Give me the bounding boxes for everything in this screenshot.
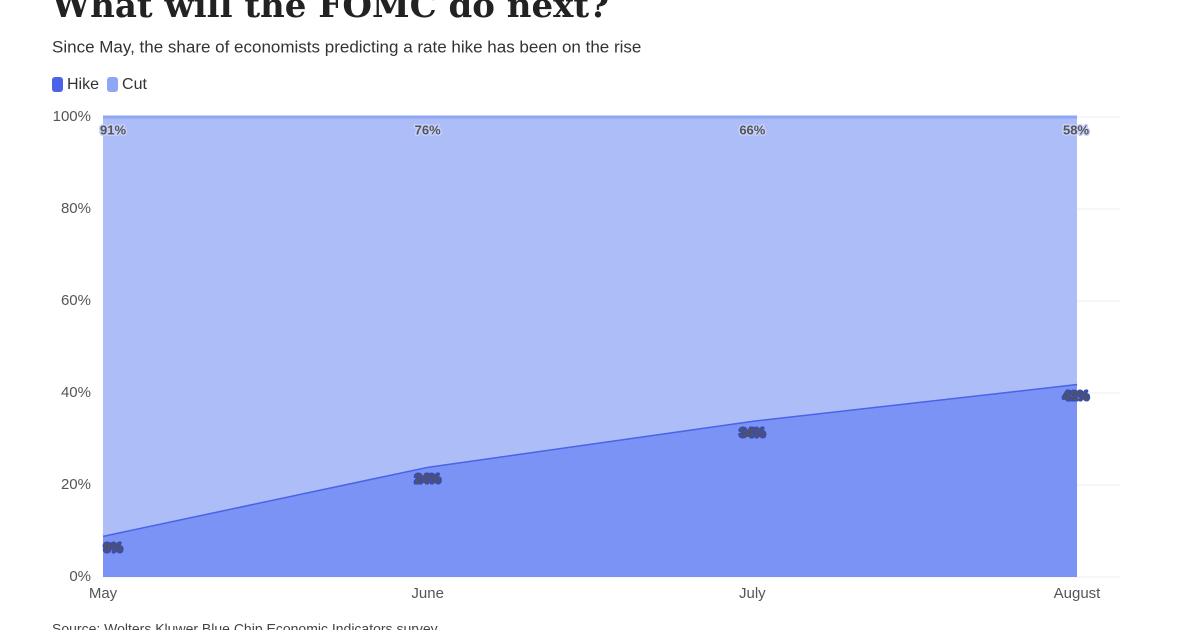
x-tick-label: July [739, 585, 766, 602]
y-tick-label: 80% [61, 200, 91, 217]
source-note: Source: Wolters Kluwer Blue Chip Economi… [52, 621, 438, 630]
legend-label: Cut [122, 76, 147, 93]
data-label: 24% [415, 471, 441, 486]
data-label: 42% [1063, 388, 1089, 403]
data-label: 66% [739, 122, 765, 137]
area [103, 117, 1077, 536]
y-tick-label: 60% [61, 292, 91, 309]
data-label: 9% [104, 540, 123, 555]
chart-title: What will the FOMC do next? [51, 0, 609, 26]
y-tick-label: 100% [53, 108, 91, 125]
y-tick-label: 40% [61, 384, 91, 401]
data-label: 76% [415, 122, 441, 137]
data-label: 91% [100, 122, 126, 137]
data-label: 34% [739, 425, 765, 440]
y-tick-label: 0% [69, 568, 91, 585]
legend-label: Hike [67, 76, 99, 93]
x-tick-label: May [89, 585, 118, 602]
x-tick-label: August [1054, 585, 1102, 602]
data-label: 58% [1063, 122, 1089, 137]
area [103, 383, 1077, 577]
y-tick-label: 20% [61, 476, 91, 493]
legend-swatch [52, 77, 63, 92]
chart-subtitle: Since May, the share of economists predi… [52, 37, 641, 56]
legend-swatch [107, 77, 119, 92]
x-tick-label: June [411, 585, 444, 602]
